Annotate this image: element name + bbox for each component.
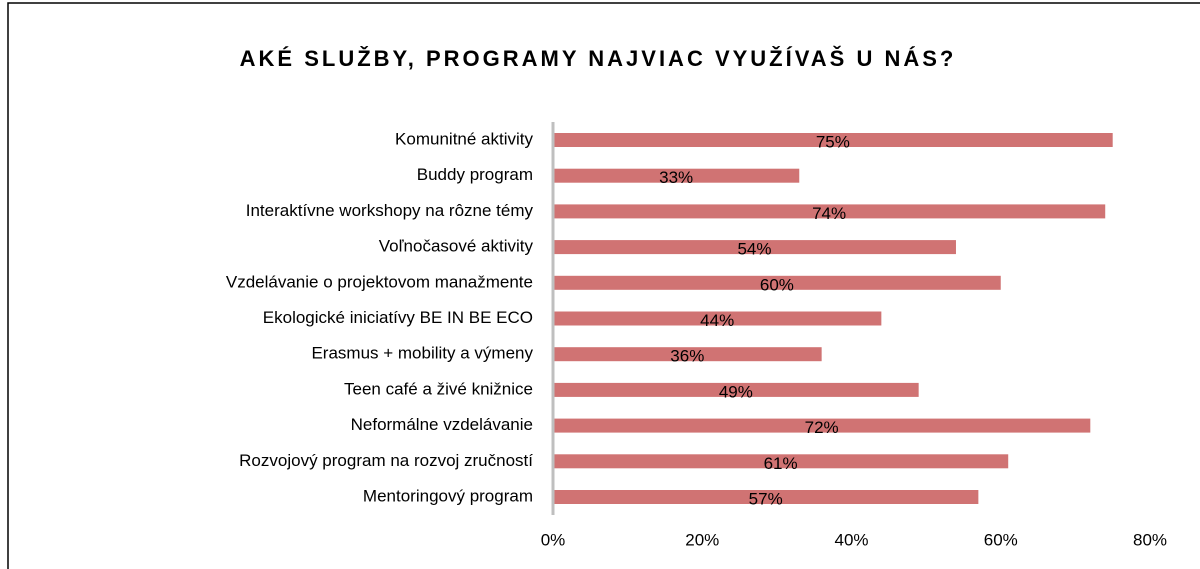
chart-title: AKÉ SLUŽBY, PROGRAMY NAJVIAC VYUŽÍVAŠ U …	[240, 46, 957, 71]
y-tick-label: Interaktívne workshopy na rôzne témy	[246, 201, 534, 220]
x-tick-label: 40%	[834, 530, 868, 549]
y-tick-label: Erasmus + mobility a výmeny	[311, 344, 533, 363]
frame	[7, 2, 1200, 569]
y-tick-label: Vzdelávanie o projektovom manažmente	[226, 272, 533, 291]
data-label: 61%	[764, 454, 798, 473]
bar	[553, 240, 956, 255]
data-label: 33%	[659, 168, 693, 187]
bar	[553, 204, 1106, 219]
bar	[553, 275, 1001, 290]
data-label: 36%	[670, 347, 704, 366]
y-tick-label: Voľnočasové aktivity	[379, 237, 534, 256]
y-tick-label: Ekologické iniciatívy BE IN BE ECO	[263, 308, 533, 327]
bar	[553, 311, 882, 326]
data-label: 75%	[816, 132, 850, 151]
data-label: 74%	[812, 204, 846, 223]
bar	[553, 133, 1113, 147]
x-tick-label: 80%	[1133, 530, 1167, 549]
bar	[553, 347, 822, 362]
y-tick-label: Neformálne vzdelávanie	[351, 415, 533, 434]
y-tick-label: Buddy program	[417, 165, 533, 184]
bar	[553, 418, 1091, 433]
y-tick-label: Komunitné aktivity	[395, 129, 533, 148]
data-label: 57%	[749, 489, 783, 508]
y-tick-label: Rozvojový program na rozvoj zručností	[239, 451, 533, 470]
y-tick-label: Teen café a živé knižnice	[344, 379, 533, 398]
data-label: 72%	[805, 418, 839, 437]
x-tick-label: 20%	[685, 530, 719, 549]
x-tick-label: 60%	[984, 530, 1018, 549]
bar	[553, 490, 979, 504]
bar	[553, 454, 1009, 469]
data-label: 44%	[700, 311, 734, 330]
data-label: 54%	[737, 240, 771, 259]
data-label: 49%	[719, 382, 753, 401]
y-tick-label: Mentoringový program	[363, 486, 533, 505]
bar	[553, 168, 800, 183]
x-tick-label: 0%	[541, 530, 566, 549]
bar	[553, 382, 919, 397]
data-label: 60%	[760, 275, 794, 294]
